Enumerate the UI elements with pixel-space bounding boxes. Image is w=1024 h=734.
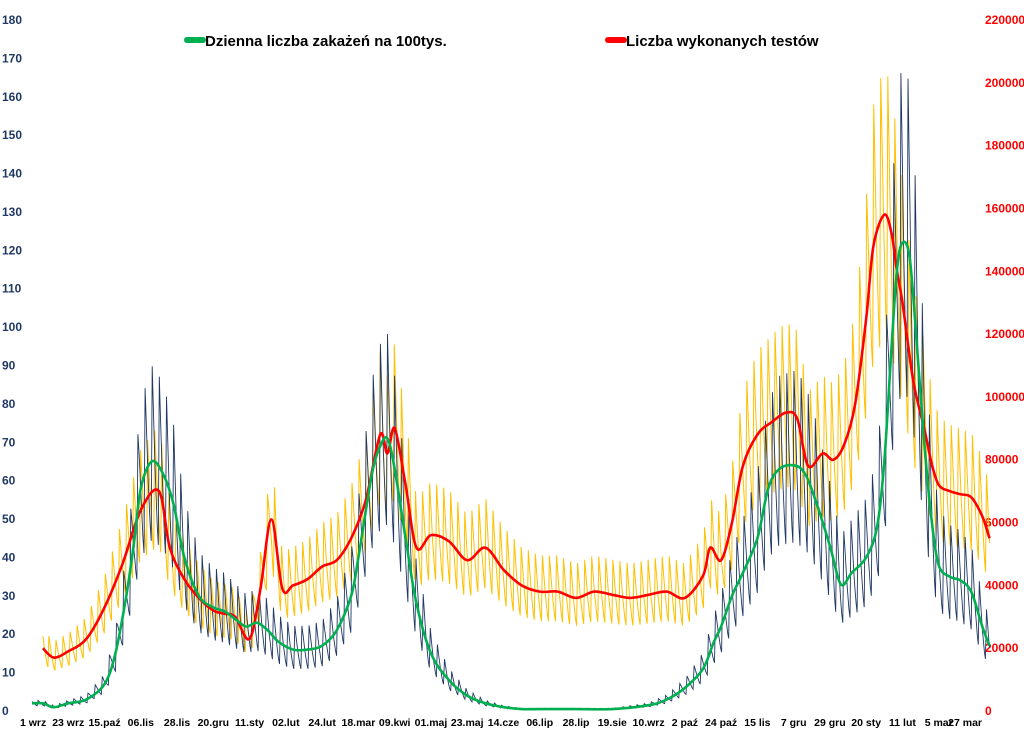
left-tick-label: 70: [2, 435, 16, 449]
left-tick-label: 160: [2, 90, 22, 104]
x-axis: 1 wrz 23 wrz 15.paź 06.lis 28.lis 20.gru 11.st…: [20, 717, 982, 729]
raw-infections-line: [31, 73, 990, 711]
left-tick-label: 180: [2, 13, 22, 27]
left-tick-label: 50: [2, 512, 16, 526]
x-tick-label: 15 lis: [744, 717, 770, 729]
x-tick-label: 11 lut: [889, 717, 916, 729]
left-tick-label: 130: [2, 205, 22, 219]
left-tick-label: 40: [2, 550, 16, 564]
x-tick-label: 10.wrz: [633, 717, 665, 729]
series-line-infections: [31, 240, 991, 711]
x-tick-label: 2 paź: [672, 717, 698, 729]
x-tick-label: 27 mar: [948, 717, 982, 729]
x-tick-label: 19.sie: [598, 717, 627, 729]
raw-tests-line: [42, 76, 990, 671]
left-tick-label: 90: [2, 359, 16, 373]
right-tick-label: 60000: [985, 516, 1019, 530]
right-tick-label: 120000: [985, 327, 1024, 341]
x-tick-label: 09.kwi: [379, 717, 411, 729]
right-tick-label: 20000: [985, 641, 1019, 655]
x-tick-label: 5 mar: [925, 717, 953, 729]
x-tick-label: 1 wrz: [20, 717, 46, 729]
left-tick-label: 0: [2, 704, 9, 718]
x-tick-label: 06.lip: [526, 717, 553, 729]
x-tick-label: 06.lis: [128, 717, 154, 729]
right-axis: 0 20000 40000 60000 80000 100000 120000 140000 1…: [985, 13, 1024, 718]
right-tick-label: 180000: [985, 139, 1024, 153]
x-tick-label: 28.lis: [164, 717, 190, 729]
x-tick-label: 11.sty: [235, 717, 264, 729]
left-tick-label: 100: [2, 320, 22, 334]
right-tick-label: 140000: [985, 264, 1024, 278]
raw-daily-data: [31, 73, 990, 711]
right-tick-label: 40000: [985, 578, 1019, 592]
legend-item-tests: Liczba wykonanych testów: [605, 33, 819, 50]
legend-label-tests: Liczba wykonanych testów: [626, 33, 819, 50]
x-tick-label: 23 wrz: [52, 717, 84, 729]
right-tick-label: 100000: [985, 390, 1024, 404]
left-tick-label: 110: [2, 282, 22, 296]
x-tick-label: 24 paź: [705, 717, 737, 729]
legend-label-infections: Dzienna liczba zakażeń na 100tys.: [205, 33, 447, 50]
left-tick-label: 60: [2, 474, 16, 488]
series-line-tests: [41, 213, 991, 659]
x-tick-label: 7 gru: [781, 717, 807, 729]
left-tick-label: 80: [2, 397, 16, 411]
left-axis: 0 10 20 30 40 50 60 70 80 90 100 110 120 130 140 150 160…: [2, 13, 22, 718]
right-tick-label: 220000: [985, 13, 1024, 27]
legend-item-infections: Dzienna liczba zakażeń na 100tys.: [184, 33, 447, 50]
x-tick-label: 20 sty: [851, 717, 881, 729]
x-tick-label: 14.cze: [488, 717, 520, 729]
left-tick-label: 150: [2, 128, 22, 142]
left-tick-label: 140: [2, 167, 22, 181]
right-tick-label: 200000: [985, 76, 1024, 90]
x-tick-label: 02.lut: [272, 717, 300, 729]
right-tick-label: 160000: [985, 201, 1024, 215]
x-tick-label: 18.mar: [341, 717, 375, 729]
x-tick-label: 29 gru: [814, 717, 846, 729]
x-tick-label: 01.maj: [415, 717, 448, 729]
right-tick-label: 80000: [985, 453, 1019, 467]
left-tick-label: 120: [2, 243, 22, 257]
x-tick-label: 20.gru: [198, 717, 230, 729]
right-tick-label: 0: [985, 704, 992, 718]
left-tick-label: 170: [2, 51, 22, 65]
x-tick-label: 24.lut: [308, 717, 336, 729]
left-tick-label: 30: [2, 589, 16, 603]
x-tick-label: 28.lip: [563, 717, 590, 729]
series-lines: [31, 213, 991, 711]
left-tick-label: 20: [2, 627, 16, 641]
x-tick-label: 15.paź: [88, 717, 120, 729]
legend: Dzienna liczba zakażeń na 100tys. Liczba…: [184, 33, 819, 50]
left-tick-label: 10: [2, 666, 16, 680]
x-tick-label: 23.maj: [451, 717, 484, 729]
